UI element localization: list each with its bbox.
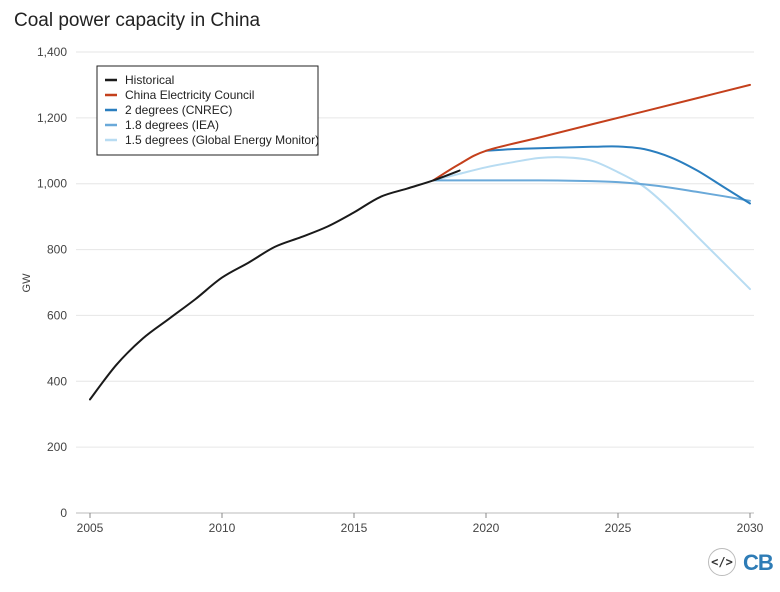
x-tick-label: 2005 [77,521,104,535]
x-tick-label: 2030 [737,521,764,535]
series-line-2-degrees-cnrec [485,145,751,205]
y-tick-label: 600 [47,308,67,322]
legend-label: Historical [125,73,174,87]
series-line-china-electricity-council [432,83,751,182]
y-tick-labels: 0 200 400 600 800 1,000 1,200 1,400 [37,45,67,520]
y-tick-label: 1,000 [37,177,67,191]
x-tick-label: 2025 [605,521,632,535]
carbon-brief-logo: CB [743,550,774,575]
y-tick-label: 200 [47,440,67,454]
series-line-historical [89,169,461,401]
x-tick-label: 2010 [209,521,236,535]
y-tick-label: 800 [47,243,67,257]
legend-box [96,65,319,156]
embed-code-icon[interactable]: </> [708,548,736,576]
gridlines [76,51,754,514]
x-tick-label: 2015 [341,521,368,535]
legend-label: 1.5 degrees (Global Energy Monitor) [125,133,319,147]
series-lines [89,83,751,401]
y-tick-label: 1,400 [37,45,67,59]
legend-label: 1.8 degrees (IEA) [125,118,219,132]
series-line-1-8-degrees-iea [432,179,751,202]
y-tick-label: 400 [47,374,67,388]
legend-label: China Electricity Council [125,88,254,102]
x-tick-labels: 2005 2010 2015 2020 2025 2030 [77,513,764,535]
series-line-1-5-degrees-global-energy-monitor [432,156,751,291]
y-tick-label: 1,200 [37,111,67,125]
chart-title: Coal power capacity in China [14,10,261,31]
y-tick-label: 0 [60,506,67,520]
legend-label: 2 degrees (CNREC) [125,103,232,117]
y-axis-label: GW [21,273,33,293]
x-tick-label: 2020 [473,521,500,535]
